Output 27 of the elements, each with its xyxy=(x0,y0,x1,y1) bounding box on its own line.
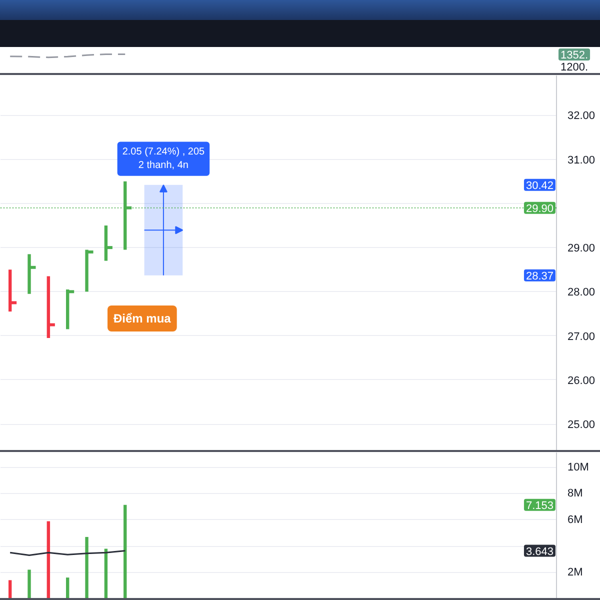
annotation: 28.37 xyxy=(526,270,554,282)
bar xyxy=(46,521,50,598)
annotation: 3.643 xyxy=(526,546,554,558)
y-tick-label: 29.00 xyxy=(568,242,596,255)
annotation: Điểm mua xyxy=(114,312,172,326)
y-tick-label: 27.00 xyxy=(568,330,596,343)
y-tick-label: 32.00 xyxy=(568,110,596,122)
ref-line-label: 29.90 xyxy=(526,202,554,215)
annotation: 30.42 xyxy=(526,180,554,192)
bar xyxy=(124,504,127,598)
y-tick-label: 2M xyxy=(568,566,583,578)
bar xyxy=(28,570,31,598)
text: 1352. xyxy=(560,50,588,62)
annotation: 7.153 xyxy=(526,500,554,512)
bar xyxy=(104,548,108,598)
bar xyxy=(8,580,12,598)
bar xyxy=(66,578,70,598)
y-tick-label: 8M xyxy=(568,488,583,500)
y-tick-label: 28.00 xyxy=(568,286,596,299)
text: 1200. xyxy=(560,62,588,74)
y-tick-label: 31.00 xyxy=(568,154,596,166)
y-tick-label: 26.00 xyxy=(568,374,596,387)
y-tick-label: 25.00 xyxy=(568,419,596,432)
y-tick-label: 6M xyxy=(568,514,583,526)
band-label: 2.05 (7.24%) , 205 2 thanh, 4n xyxy=(122,146,206,171)
bar xyxy=(85,536,88,598)
y-tick-label: 10M xyxy=(568,462,589,474)
